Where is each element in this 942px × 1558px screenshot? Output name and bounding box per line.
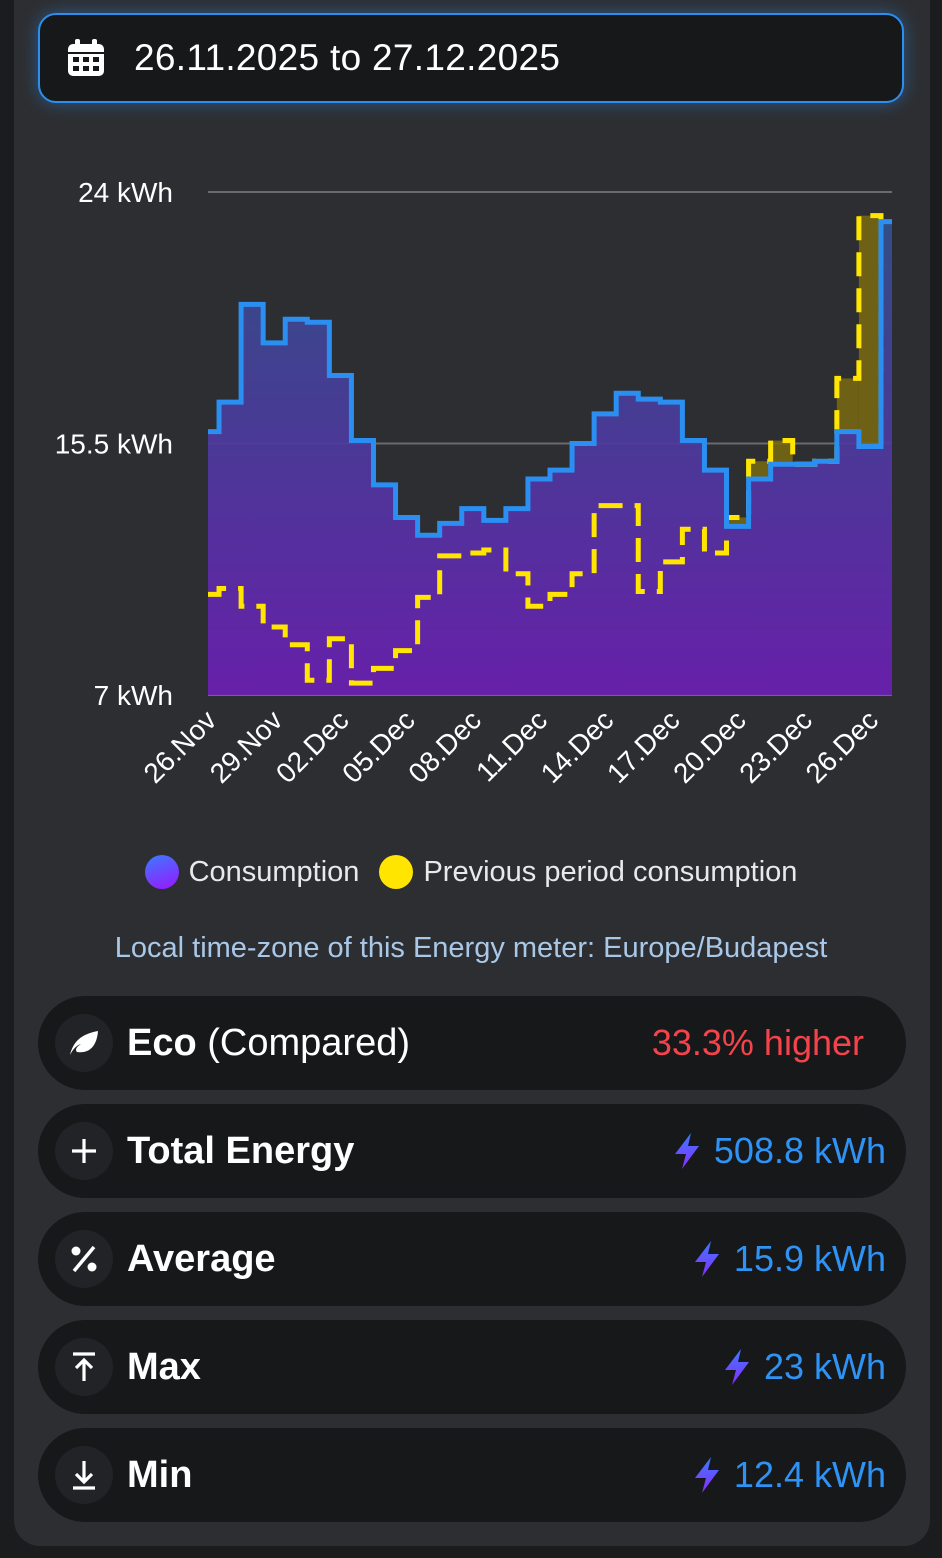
- bolt-icon: [694, 1457, 719, 1493]
- x-tick-label: 05.Dec: [336, 704, 421, 789]
- legend-item-previous[interactable]: Previous period consumption: [379, 855, 797, 889]
- plus-icon: [55, 1122, 113, 1180]
- chart-legend: Consumption Previous period consumption: [0, 855, 942, 889]
- arrow-down-bar-icon: [55, 1446, 113, 1504]
- leaf-icon: [55, 1014, 113, 1072]
- stat-average: Average 15.9 kWh: [38, 1212, 906, 1306]
- bolt-icon: [674, 1133, 699, 1169]
- stat-eco: Eco (Compared) 33.3% higher: [38, 996, 906, 1090]
- eco-sub-label: (Compared): [207, 1021, 410, 1064]
- difference-fill: [748, 461, 771, 480]
- consumption-chart: 24 kWh 15.5 kWh 7 kWh 26.Nov29.Nov02.Dec05…: [55, 177, 892, 789]
- percent-icon: [55, 1230, 113, 1288]
- legend-label-previous: Previous period consumption: [423, 855, 798, 888]
- bolt-icon: [724, 1349, 749, 1385]
- consumption-swatch: [144, 855, 179, 889]
- consumption-line: [208, 219, 892, 538]
- total-energy-value: 508.8 kWh: [713, 1130, 886, 1171]
- chart-lines: [208, 213, 892, 686]
- arrow-up-bar-icon: [55, 1338, 113, 1396]
- x-tick-label: 20.Dec: [667, 704, 752, 789]
- legend-item-consumption[interactable]: Consumption: [144, 855, 360, 889]
- difference-fill: [726, 517, 749, 527]
- timezone-note: Local time-zone of this Energy meter: Eu…: [114, 932, 828, 964]
- x-tick-label: 08.Dec: [402, 704, 487, 789]
- max-value: 23 kWh: [763, 1346, 886, 1387]
- difference-fill: [858, 215, 881, 447]
- eco-value: 33.3% higher: [651, 1022, 864, 1063]
- min-value: 12.4 kWh: [733, 1454, 886, 1495]
- stat-max: Max 23 kWh: [38, 1320, 906, 1414]
- x-tick-label: 26.Nov: [138, 704, 223, 789]
- date-range-text: 26.11.2025 to 27.12.2025: [134, 37, 561, 78]
- legend-label-consumption: Consumption: [188, 855, 360, 888]
- consumption-area: [208, 221, 892, 695]
- y-tick-label: 15.5 kWh: [55, 429, 173, 460]
- eco-label: Eco: [127, 1021, 197, 1064]
- x-tick-label: 17.Dec: [601, 704, 686, 789]
- y-axis: 24 kWh 15.5 kWh 7 kWh: [55, 177, 173, 711]
- average-value: 15.9 kWh: [733, 1238, 886, 1279]
- chart-fills: [208, 215, 892, 695]
- difference-fill: [770, 440, 793, 465]
- stat-total-energy: Total Energy 508.8 kWh: [38, 1104, 906, 1198]
- date-range-picker[interactable]: 26.11.2025 to 27.12.2025: [38, 13, 904, 103]
- y-tick-label: 24 kWh: [78, 177, 173, 208]
- x-tick-label: 29.Nov: [204, 704, 289, 789]
- calendar-icon: [68, 39, 104, 76]
- min-label: Min: [127, 1453, 193, 1496]
- previous-consumption-line: [208, 213, 892, 686]
- x-tick-label: 02.Dec: [270, 704, 355, 789]
- average-label: Average: [127, 1237, 276, 1280]
- stat-min: Min 12.4 kWh: [38, 1428, 906, 1522]
- x-tick-label: 26.Dec: [800, 704, 885, 789]
- x-tick-label: 11.Dec: [470, 704, 553, 787]
- x-tick-label: 23.Dec: [733, 704, 818, 789]
- total-energy-label: Total Energy: [127, 1129, 355, 1172]
- bolt-icon: [694, 1241, 719, 1277]
- difference-fill: [836, 378, 859, 432]
- x-axis: 26.Nov29.Nov02.Dec05.Dec08.Dec11.Dec14.D…: [138, 704, 885, 789]
- previous-swatch: [379, 855, 414, 889]
- x-tick-label: 14.Dec: [535, 704, 620, 789]
- y-tick-label: 7 kWh: [94, 680, 173, 711]
- max-label: Max: [127, 1345, 201, 1388]
